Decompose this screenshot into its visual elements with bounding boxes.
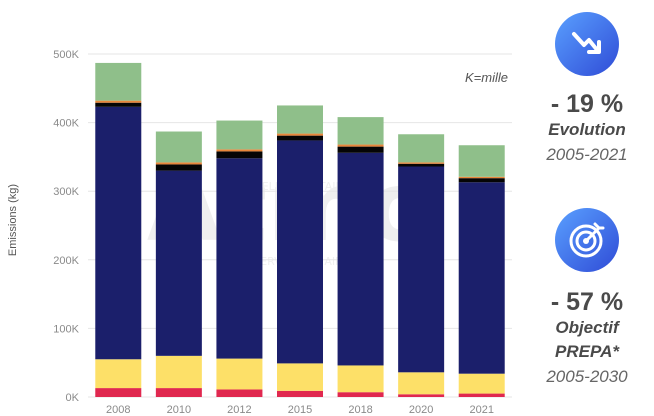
bar-segment-2012-3 (216, 151, 263, 159)
y-tick-label: 300K (53, 186, 79, 198)
bar-segment-2015-2 (277, 140, 323, 364)
objective-label: PREPA* (555, 342, 619, 361)
bar-segment-2010-4 (155, 162, 202, 165)
evolution-percent: - 19 % (550, 90, 624, 118)
bar-segment-2015-1 (277, 363, 323, 391)
bar-segment-2020-4 (398, 162, 445, 164)
bar-segment-2012-0 (216, 389, 263, 397)
bar-segment-2010-3 (155, 164, 202, 171)
bar-segment-2018-3 (337, 146, 384, 153)
target-icon (569, 222, 605, 258)
bar-segment-2018-5 (337, 117, 384, 145)
trend-down-icon (572, 32, 601, 54)
bar-segment-2015-0 (277, 390, 323, 397)
x-tick-label: 2012 (227, 404, 251, 416)
bar-segment-2018-2 (337, 152, 384, 366)
bar-segment-2010-1 (155, 355, 202, 389)
x-tick-label: 2010 (167, 404, 191, 416)
x-tick-label: 2015 (288, 404, 312, 416)
y-tick-label: 200K (53, 255, 79, 267)
bar-segment-2021-5 (458, 145, 505, 177)
objective-period: 2005-2030 (546, 367, 628, 386)
bar-segment-2015-5 (277, 105, 323, 134)
bar-segment-2018-4 (337, 144, 384, 147)
bar-segment-2020-2 (398, 166, 445, 373)
bar-segment-2008-4 (95, 100, 142, 103)
y-tick-label: 500K (53, 49, 79, 61)
stacked-bar-chart: Atmo NOUVELLE-AQUITAINE OBSERVATOIRE AIR… (7, 49, 512, 416)
x-tick-label: 2008 (106, 404, 130, 416)
trend-down-badge (555, 12, 619, 76)
bar-segment-2012-2 (216, 158, 263, 359)
objective-percent: - 57 % (550, 288, 624, 316)
bar-segment-2010-0 (155, 388, 202, 397)
bar-segment-2020-5 (398, 134, 445, 163)
bar-segment-2010-2 (155, 170, 202, 356)
bar-segment-2015-3 (277, 135, 323, 141)
bar-segment-2018-1 (337, 365, 384, 393)
bar-segment-2020-0 (398, 394, 445, 397)
evolution-period: 2005-2021 (546, 145, 628, 164)
bar-segment-2008-0 (95, 388, 142, 397)
objective-panel: - 57 % Objectif PREPA* 2005-2030 (520, 208, 654, 390)
bar-segment-2012-4 (216, 149, 263, 152)
target-badge (555, 208, 619, 272)
bar-segment-2021-1 (458, 373, 505, 394)
unit-note: K=mille (465, 70, 508, 85)
bar-segment-2010-5 (155, 131, 202, 163)
bar-segment-2012-1 (216, 358, 263, 390)
objective-label: Objectif (555, 318, 619, 337)
bar-segment-2021-4 (458, 176, 505, 179)
bar-segment-2021-2 (458, 182, 505, 374)
y-tick-label: 400K (53, 118, 79, 130)
bar-segment-2021-3 (458, 178, 505, 183)
bar-segment-2008-1 (95, 359, 142, 389)
evolution-label: Evolution (548, 120, 626, 139)
y-tick-label: 0K (66, 392, 80, 404)
bar-segment-2021-0 (458, 393, 505, 397)
y-axis-title: Emissions (kg) (7, 184, 19, 256)
bar-segment-2008-3 (95, 102, 142, 107)
bar-segment-2008-2 (95, 106, 142, 360)
bar-segment-2015-4 (277, 133, 323, 136)
bar-segment-2020-3 (398, 163, 445, 167)
bar-segment-2020-1 (398, 372, 445, 395)
evolution-panel: - 19 % Evolution 2005-2021 (520, 12, 654, 168)
bar-segment-2012-5 (216, 120, 263, 150)
y-tick-label: 100K (53, 323, 79, 335)
x-tick-label: 2018 (348, 404, 372, 416)
bar-segment-2008-5 (95, 62, 142, 101)
x-tick-label: 2020 (409, 404, 433, 416)
bar-segment-2018-0 (337, 392, 384, 397)
x-tick-label: 2021 (469, 404, 493, 416)
